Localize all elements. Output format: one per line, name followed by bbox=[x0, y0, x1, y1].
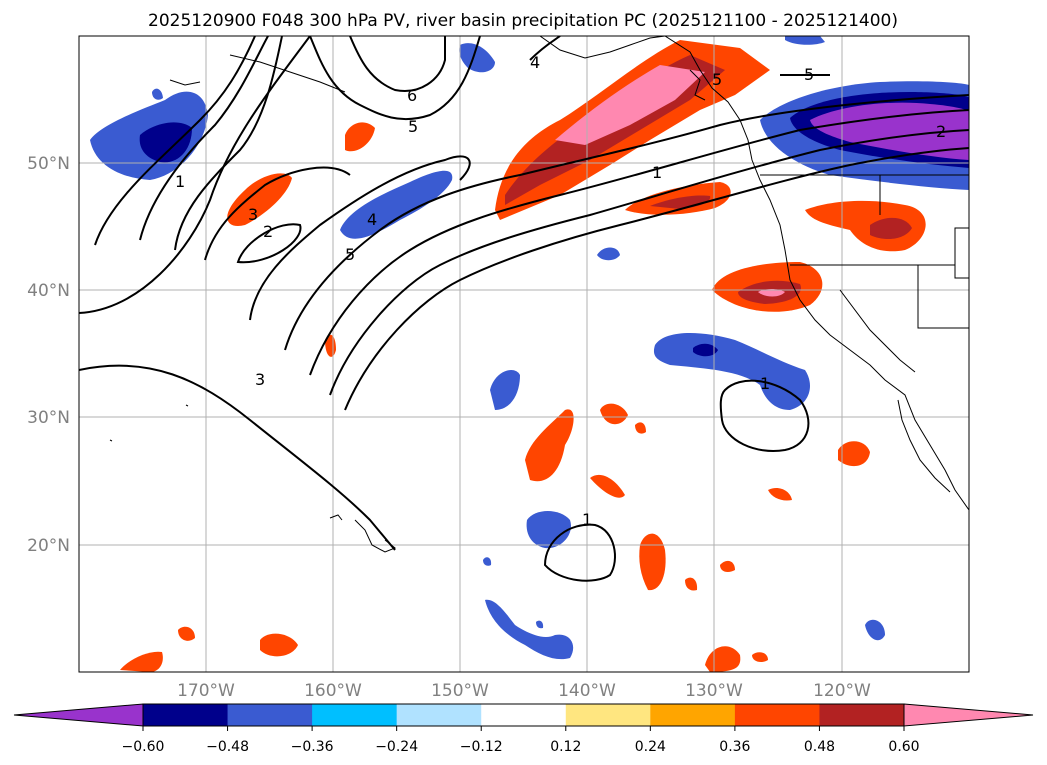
contour-labels: 1 2 3 4 5 6 4 5 1 5 2 1 1 3 5 bbox=[175, 53, 946, 529]
colorbar-extend-min bbox=[13, 703, 144, 727]
pv-contours bbox=[79, 36, 969, 582]
colorbar-segment bbox=[143, 704, 229, 726]
lon-label: 170°W bbox=[177, 681, 235, 701]
contour-label: 1 bbox=[652, 163, 662, 182]
colorbar-tick-label: 0.48 bbox=[804, 739, 835, 755]
colorbar-segment bbox=[227, 704, 313, 726]
colorbar-segment bbox=[312, 704, 398, 726]
colorbar-tick-label: −0.48 bbox=[206, 739, 249, 755]
colorbar-tick-label: −0.24 bbox=[375, 739, 418, 755]
contour-label: 4 bbox=[530, 53, 540, 72]
map-frame bbox=[78, 35, 970, 673]
contour-label: 3 bbox=[255, 370, 265, 389]
lat-label: 50°N bbox=[27, 154, 70, 174]
contour-label: 5 bbox=[345, 245, 355, 264]
lon-axis-labels: 170°W 160°W 150°W 140°W 130°W 120°W bbox=[177, 681, 871, 701]
colorbar-tick-label: −0.60 bbox=[122, 739, 165, 755]
contour-label: 1 bbox=[582, 510, 592, 529]
colorbar-extend-max bbox=[903, 703, 1034, 727]
map-title: 2025120900 F048 300 hPa PV, river basin … bbox=[148, 11, 898, 31]
contour-label: 4 bbox=[367, 210, 377, 229]
colorbar-segment bbox=[734, 704, 820, 726]
contour-label: 5 bbox=[408, 117, 418, 136]
colorbar-tick-label: −0.12 bbox=[460, 739, 503, 755]
contour-label: 5 bbox=[804, 65, 814, 84]
colorbar-segment bbox=[650, 704, 736, 726]
colorbar-tick-label: 0.60 bbox=[888, 739, 919, 755]
lon-label: 140°W bbox=[558, 681, 616, 701]
colorbar-segment bbox=[565, 704, 651, 726]
colorbar-tick-label: 0.12 bbox=[550, 739, 581, 755]
contour-label: 2 bbox=[263, 222, 273, 241]
contour-label: 5 bbox=[712, 70, 722, 89]
colorbar-frame bbox=[142, 703, 905, 727]
contour-label: 1 bbox=[760, 374, 770, 393]
contour-label: 6 bbox=[407, 86, 417, 105]
contour-label: 2 bbox=[936, 122, 946, 141]
lat-axis-labels: 50°N 40°N 30°N 20°N bbox=[27, 154, 70, 556]
lat-label: 20°N bbox=[27, 536, 70, 556]
colorbar-tick-label: 0.36 bbox=[719, 739, 750, 755]
lon-label: 130°W bbox=[685, 681, 743, 701]
lon-label: 150°W bbox=[431, 681, 489, 701]
map-content: 1 2 3 4 5 6 4 5 1 5 2 1 1 3 5 bbox=[79, 36, 969, 672]
coastlines bbox=[109, 36, 969, 553]
colorbar-tick-label: 0.24 bbox=[635, 739, 666, 755]
colorbar: −0.60 −0.48 −0.36 −0.24 −0.12 0.12 0.24 0.36 0.4… bbox=[13, 703, 1034, 755]
graticule bbox=[79, 36, 969, 672]
lat-label: 40°N bbox=[27, 281, 70, 301]
contour-label: 3 bbox=[248, 205, 258, 224]
lon-label: 120°W bbox=[813, 681, 871, 701]
colorbar-segment bbox=[396, 704, 482, 726]
lon-label: 160°W bbox=[304, 681, 362, 701]
lat-label: 30°N bbox=[27, 408, 70, 428]
colorbar-segment bbox=[819, 704, 905, 726]
colorbar-segment bbox=[481, 704, 567, 726]
colorbar-tick-label: −0.36 bbox=[291, 739, 334, 755]
contour-label: 1 bbox=[175, 172, 185, 191]
